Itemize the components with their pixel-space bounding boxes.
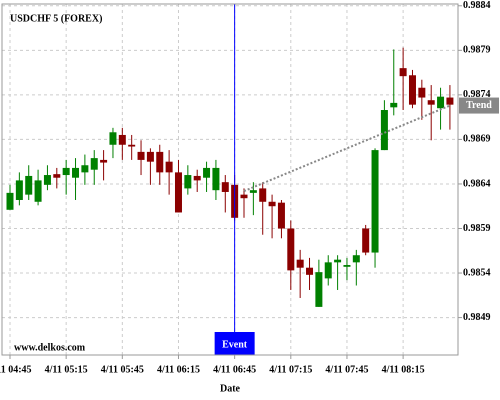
trend-label: Trend [466, 100, 492, 111]
candle-body [118, 134, 126, 145]
candle-body [212, 167, 220, 191]
event-label: Event [222, 339, 248, 350]
y-tick-label: 0.9859 [463, 223, 491, 234]
candle-body [90, 158, 98, 170]
y-tick-label: 0.9864 [463, 178, 491, 189]
candle-body [62, 167, 70, 176]
x-tick-label: 4/11 05:45 [101, 364, 144, 375]
candle-body [72, 167, 80, 178]
candle-body [100, 159, 108, 163]
candle-body [34, 180, 42, 202]
candle-body [446, 97, 454, 105]
candle-body [128, 144, 136, 147]
x-tick-label: 4/11 07:15 [269, 364, 312, 375]
candle-body [184, 175, 192, 189]
y-tick-label: 0.9854 [463, 267, 491, 278]
candle-body [203, 167, 211, 178]
candle-body [399, 68, 407, 77]
x-tick-label: 4/11 06:45 [213, 364, 256, 375]
candle-body [306, 267, 314, 275]
candle-body [277, 202, 285, 229]
y-tick-label: 0.9874 [463, 89, 491, 100]
candle-body [15, 180, 23, 200]
candle-body [352, 255, 360, 263]
candle-body [249, 190, 257, 193]
candle-body [268, 201, 276, 207]
candle-body [146, 151, 154, 162]
x-tick-label: 4/11 04:45 [0, 364, 32, 375]
candle-body [287, 228, 295, 271]
y-tick-label: 0.9879 [463, 45, 491, 56]
candle-body [137, 151, 145, 160]
candle-body [6, 192, 14, 210]
x-tick-label: 4/11 07:45 [325, 364, 368, 375]
y-tick-label: 0.9884 [463, 0, 491, 11]
trend-label-box [459, 97, 499, 114]
candle-body [193, 175, 201, 181]
candle-body [408, 75, 416, 105]
candle-body [296, 259, 304, 268]
candle-body [81, 165, 89, 173]
y-tick-label: 0.9869 [463, 134, 491, 145]
candle-body [174, 172, 182, 213]
y-tick-label: 0.9849 [463, 312, 491, 323]
candle-body [324, 262, 332, 279]
candle-body [315, 272, 323, 307]
event-label-box [214, 332, 255, 355]
candle-body [380, 110, 388, 151]
candle-body [25, 175, 33, 195]
candle-body [427, 100, 435, 105]
x-axis-title: Date [220, 383, 241, 394]
candle-body [53, 174, 61, 178]
candle-body [259, 188, 267, 202]
candle-body [362, 228, 370, 253]
candle-body [390, 102, 398, 108]
annotations: Trend Event [214, 4, 499, 355]
candle-body [221, 182, 229, 192]
watermark: www.delkos.com [14, 342, 86, 353]
candle-body [371, 150, 379, 253]
candle-body [240, 194, 248, 199]
candle-body [418, 87, 426, 98]
candle-body [343, 265, 351, 267]
x-tick-label: 4/11 05:15 [45, 364, 88, 375]
candle-body [437, 96, 445, 109]
candle-body [156, 151, 164, 173]
x-tick-label: 4/11 08:15 [382, 364, 425, 375]
candle-body [165, 161, 173, 173]
candle-body [109, 132, 117, 145]
candle-body [334, 259, 342, 263]
trend-line [243, 104, 451, 193]
candle-body [43, 175, 51, 185]
x-tick-label: 4/11 06:15 [157, 364, 200, 375]
chart-title: USDCHF 5 (FOREX) [10, 13, 102, 24]
plot-frame [1, 3, 459, 356]
